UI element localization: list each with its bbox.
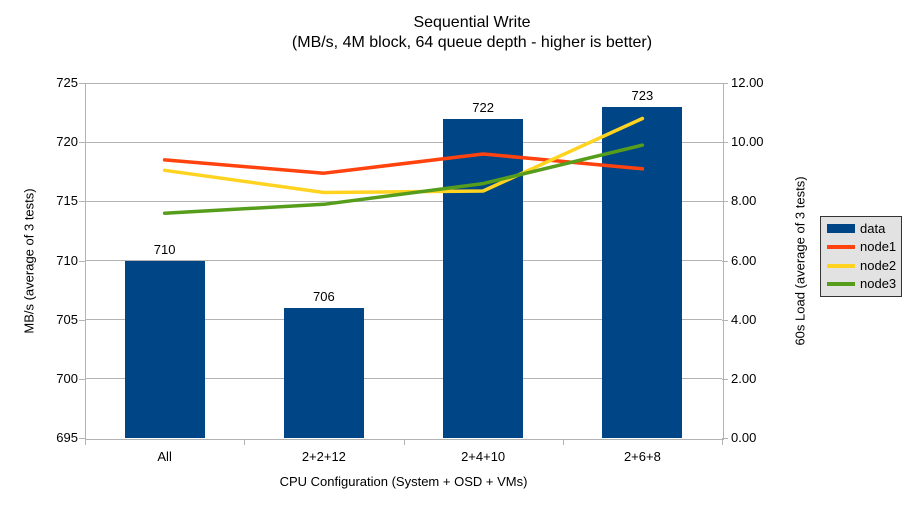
right-tick-mark [722,83,728,84]
gridline [85,141,722,143]
x-category-label: All [157,449,172,464]
line-node2 [162,116,645,195]
right-tick-mark [722,438,728,439]
bar-value-label: 722 [472,99,494,115]
plot-area-border [85,83,724,440]
left-axis-title: MB/s (average of 3 tests) [21,188,37,334]
left-tick-mark [79,260,85,262]
legend-label: node2 [860,257,897,273]
left-tick-label: 720 [56,134,78,150]
bar-2+4+10 [443,118,524,438]
left-tick-label: 695 [56,430,78,445]
right-axis-title: 60s Load (average of 3 tests) [792,176,808,346]
x-category-label: 2+4+10 [461,449,506,464]
legend-data-swatch [827,224,855,234]
chart-subtitle: (MB/s, 4M block, 64 queue depth - higher… [291,34,653,51]
legend-node3-swatch [827,282,855,287]
plot-area: 710 706 722 723 [85,83,722,438]
legend-label: data [860,220,886,236]
x-axis-title: CPU Configuration (System + OSD + VMs) [279,474,528,489]
x-tick-mark [562,439,564,445]
legend: data node1 node2 node3 [820,216,902,297]
gridline [85,260,722,261]
right-tick-mark [722,260,728,262]
x-tick-mark [722,439,723,445]
left-tick-label: 725 [56,75,78,90]
right-tick-label: 10.00 [731,134,764,150]
legend-node1-swatch [827,245,855,250]
left-tick-mark [79,83,85,84]
line-node3 [162,143,645,215]
right-tick-label: 4.00 [731,311,757,327]
x-tick-mark [403,439,405,445]
gridline [85,378,722,380]
x-tick-mark [244,439,246,445]
bar-2+2+12 [283,307,364,438]
right-tick-label: 12.00 [731,75,764,90]
bar-value-label: 710 [153,241,176,257]
right-tick-mark [722,378,728,380]
x-category-label: 2+6+8 [623,449,661,464]
right-tick-label: 8.00 [731,193,757,209]
left-tick-label: 715 [56,193,78,209]
line-series-overlay [162,116,645,215]
bar-value-label: 706 [313,288,335,304]
chart-title: Sequential Write [413,14,531,31]
gridline [85,200,722,202]
left-tick-mark [79,319,85,321]
left-tick-mark [79,142,85,144]
legend-item-node3: node3 [827,275,901,293]
left-tick-mark [79,201,85,203]
right-tick-mark [722,319,728,321]
bar-All [124,260,205,438]
legend-item-node1: node1 [827,238,901,256]
right-tick-mark [722,201,728,203]
x-category-label: 2+2+12 [301,449,346,464]
legend-item-node2: node2 [827,257,901,275]
legend-label: node3 [860,276,897,292]
bar-value-label: 723 [631,87,654,103]
right-tick-label: 0.00 [731,430,757,445]
chart-title-block: Sequential Write (MB/s, 4M block, 64 que… [0,13,907,53]
right-tick-label: 6.00 [731,252,757,268]
bar-2+6+8 [602,106,683,438]
left-tick-mark [79,378,85,380]
left-tick-label: 705 [56,311,78,327]
legend-label: node1 [860,239,897,255]
gridline [85,319,722,321]
left-tick-label: 700 [56,370,78,386]
x-tick-mark [85,439,86,445]
right-tick-label: 2.00 [731,370,757,386]
right-tick-mark [722,142,728,144]
left-tick-label: 710 [56,252,78,268]
legend-item-data: data [827,220,901,238]
legend-node2-swatch [827,263,855,268]
line-node1 [162,152,645,175]
left-tick-mark [79,438,85,439]
